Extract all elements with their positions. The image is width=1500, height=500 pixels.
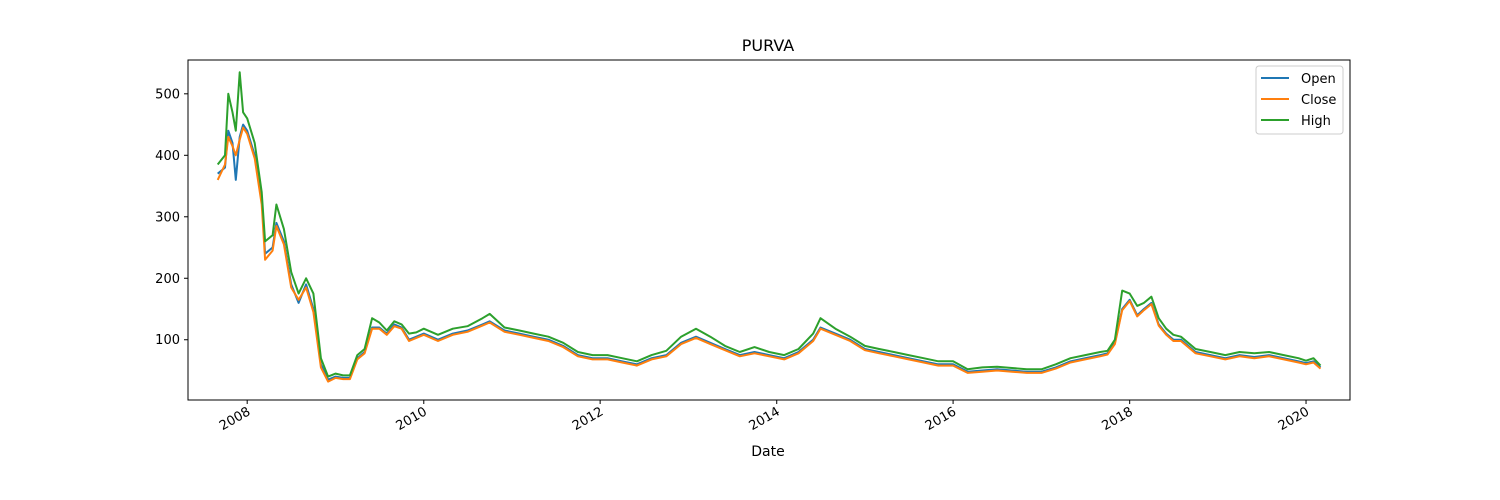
- legend-label-open: Open: [1301, 72, 1336, 87]
- legend-label-high: High: [1301, 114, 1331, 129]
- y-tick-label: 400: [155, 149, 180, 164]
- y-axis-ticks: 100 200 300 400 500: [155, 87, 188, 348]
- legend-label-close: Close: [1301, 93, 1336, 108]
- y-tick-label: 100: [155, 333, 180, 348]
- chart-title: PURVA: [742, 36, 795, 55]
- x-axis-label: Date: [751, 444, 784, 460]
- y-tick-label: 200: [155, 272, 180, 287]
- legend: Open Close High: [1255, 65, 1344, 135]
- series-line-high: [216, 71, 1322, 378]
- plot-series: [216, 71, 1322, 383]
- series-line-close: [216, 126, 1322, 383]
- y-tick-label: 500: [155, 87, 180, 102]
- plot-frame: [187, 59, 1351, 401]
- legend-box: [1255, 65, 1344, 135]
- y-tick-label: 300: [155, 210, 180, 225]
